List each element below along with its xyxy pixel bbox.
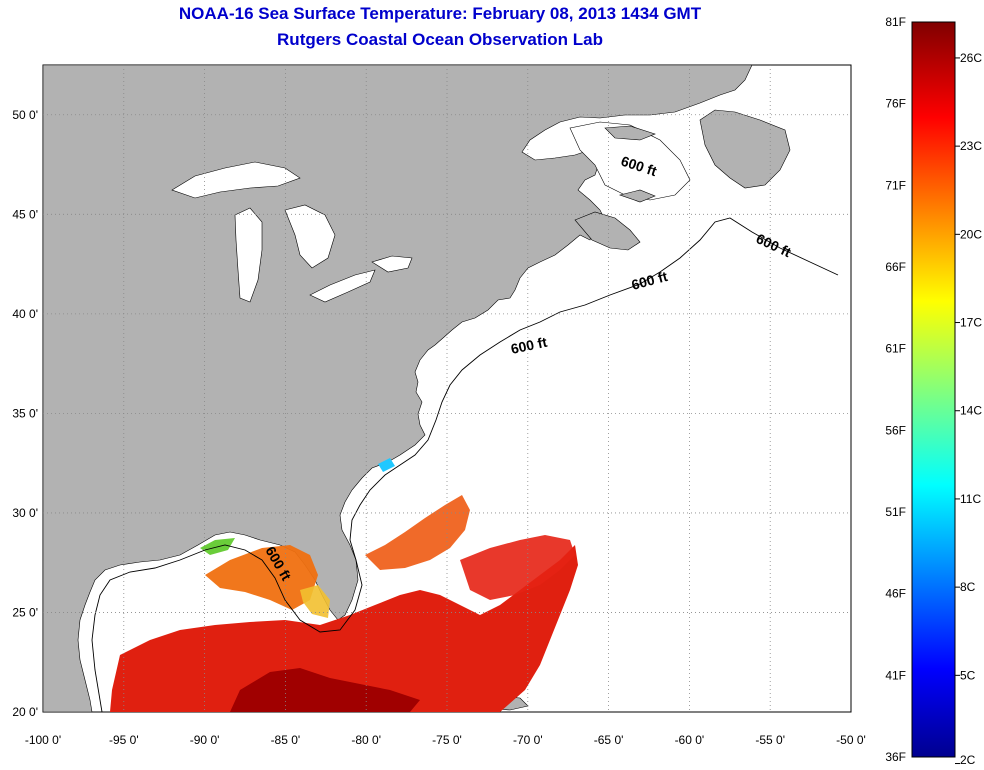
sst-coastal-cyan (378, 458, 395, 472)
lat-tick-label: 25 0' (12, 605, 38, 619)
land-newfoundland (699, 109, 791, 189)
colorbar-f-label: 76F (885, 97, 906, 111)
colorbar-f-label: 56F (885, 423, 906, 437)
lat-tick-label: 35 0' (12, 406, 38, 420)
colorbar-c-label: 11C (960, 492, 981, 506)
colorbar-f-label: 61F (885, 342, 906, 356)
latitude-axis: 20 0' 25 0' 30 0' 35 0' 40 0' 45 0' 50 0' (12, 108, 38, 719)
lat-tick-label: 50 0' (12, 108, 38, 122)
sst-gulf-red (110, 545, 578, 712)
colorbar (911, 21, 956, 758)
lon-tick-label: -100 0' (25, 733, 61, 747)
lat-tick-label: 45 0' (12, 207, 38, 221)
isobath-600ft (91, 217, 839, 712)
land-north-america (43, 65, 753, 712)
anticosti-island (604, 125, 656, 141)
contour-label-600ft: 600 ft (509, 334, 548, 357)
lat-tick-label: 40 0' (12, 307, 38, 321)
lon-tick-label: -60 0' (675, 733, 705, 747)
map-title: NOAA-16 Sea Surface Temperature: Februar… (178, 4, 702, 23)
graticule (43, 65, 851, 712)
colorbar-c-label: 17C (960, 316, 982, 330)
gulf-st-lawrence (569, 121, 691, 201)
sst-atlantic-redpatch (460, 535, 575, 600)
lake-michigan (234, 207, 263, 303)
lon-tick-label: -80 0' (351, 733, 381, 747)
colorbar-f-label: 41F (885, 668, 906, 682)
lon-tick-label: -70 0' (513, 733, 543, 747)
map-subtitle: Rutgers Coastal Ocean Observation Lab (277, 30, 603, 49)
sst-gulf-warm-yellow (300, 585, 330, 618)
colorbar-f-label: 36F (885, 750, 906, 764)
colorbar-fahrenheit-labels: 81F 76F 71F 66F 61F 56F 51F 46F 41F 36F (885, 15, 906, 764)
lon-tick-label: -75 0' (432, 733, 462, 747)
lon-tick-label: -55 0' (755, 733, 785, 747)
pei-island (618, 189, 656, 203)
lon-tick-label: -50 0' (836, 733, 866, 747)
lon-tick-label: -95 0' (109, 733, 139, 747)
lake-superior (171, 161, 301, 199)
longitude-axis: -100 0' -95 0' -90 0' -85 0' -80 0' -75 0' -70… (25, 733, 866, 747)
sst-atlantic-orange (365, 495, 470, 570)
lake-ontario (371, 255, 413, 273)
colorbar-c-label: 2C (960, 753, 976, 767)
lon-tick-label: -90 0' (190, 733, 220, 747)
colorbar-c-label: 5C (960, 668, 976, 682)
colorbar-f-label: 66F (885, 260, 906, 274)
colorbar-f-label: 51F (885, 505, 906, 519)
colorbar-c-label: 26C (960, 51, 982, 65)
lon-tick-label: -65 0' (594, 733, 624, 747)
lat-tick-label: 20 0' (12, 705, 38, 719)
sst-caribbean-darkred (230, 668, 420, 712)
colorbar-f-label: 46F (885, 587, 906, 601)
land-nova-scotia (574, 211, 641, 251)
colorbar-f-label: 81F (885, 15, 906, 29)
lake-huron (284, 204, 336, 269)
colorbar-c-label: 23C (960, 139, 982, 153)
colorbar-c-label: 20C (960, 227, 982, 241)
colorbar-c-label: 14C (960, 404, 982, 418)
colorbar-f-label: 71F (885, 178, 906, 192)
lat-tick-label: 30 0' (12, 506, 38, 520)
colorbar-c-label: 8C (960, 580, 976, 594)
colorbar-celsius-labels: 26C 23C 20C 17C 14C 11C 8C 5C 2C (955, 51, 982, 767)
sst-gulf-orange (205, 545, 318, 610)
lon-tick-label: -85 0' (271, 733, 301, 747)
lake-erie (309, 269, 376, 303)
